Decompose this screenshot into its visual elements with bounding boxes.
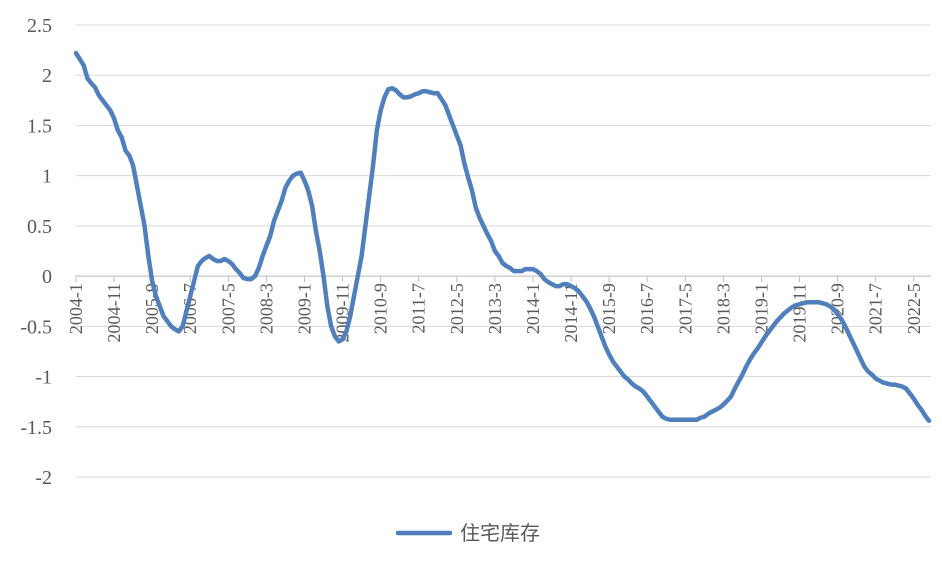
y-tick-label: -1 [35,367,52,389]
x-tick-label: 2013-3 [485,283,505,334]
x-tick-label: 2021-7 [866,283,886,334]
x-tick-label: 2015-9 [599,283,619,334]
y-tick-label: 2.5 [27,15,52,37]
x-tick-label: 2008-3 [256,283,276,334]
x-tick-label: 2011-7 [409,283,429,333]
x-tick-label: 2018-3 [713,283,733,334]
y-tick-label: 1 [42,166,52,188]
y-tick-label: 0.5 [27,216,52,238]
x-tick-label: 2016-7 [637,283,657,334]
series-line [73,50,932,423]
y-tick-label: 1.5 [27,115,52,137]
x-tick-label: 2014-11 [561,283,581,342]
x-tick-label: 2012-5 [447,283,467,334]
x-tick-label: 2022-5 [904,283,924,334]
x-tick-label: 2007-5 [218,283,238,334]
x-tick-label: 2010-9 [371,283,391,334]
legend-label: 住宅库存 [460,521,540,545]
y-tick-label: -0.5 [20,316,52,338]
x-tick-label: 2004-1 [66,283,86,334]
x-tick-label: 2019-1 [751,283,771,334]
y-tick-label: 0 [42,266,52,288]
y-tick-label: -1.5 [20,417,52,439]
x-tick-label: 2009-1 [294,283,314,334]
x-tick-label: 2014-1 [523,283,543,334]
y-tick-label: 2 [42,65,52,87]
y-tick-label: -2 [35,467,52,489]
x-tick-label: 2017-5 [675,283,695,334]
x-tick-label: 2019-11 [790,283,810,342]
x-tick-label: 2004-11 [104,283,124,342]
